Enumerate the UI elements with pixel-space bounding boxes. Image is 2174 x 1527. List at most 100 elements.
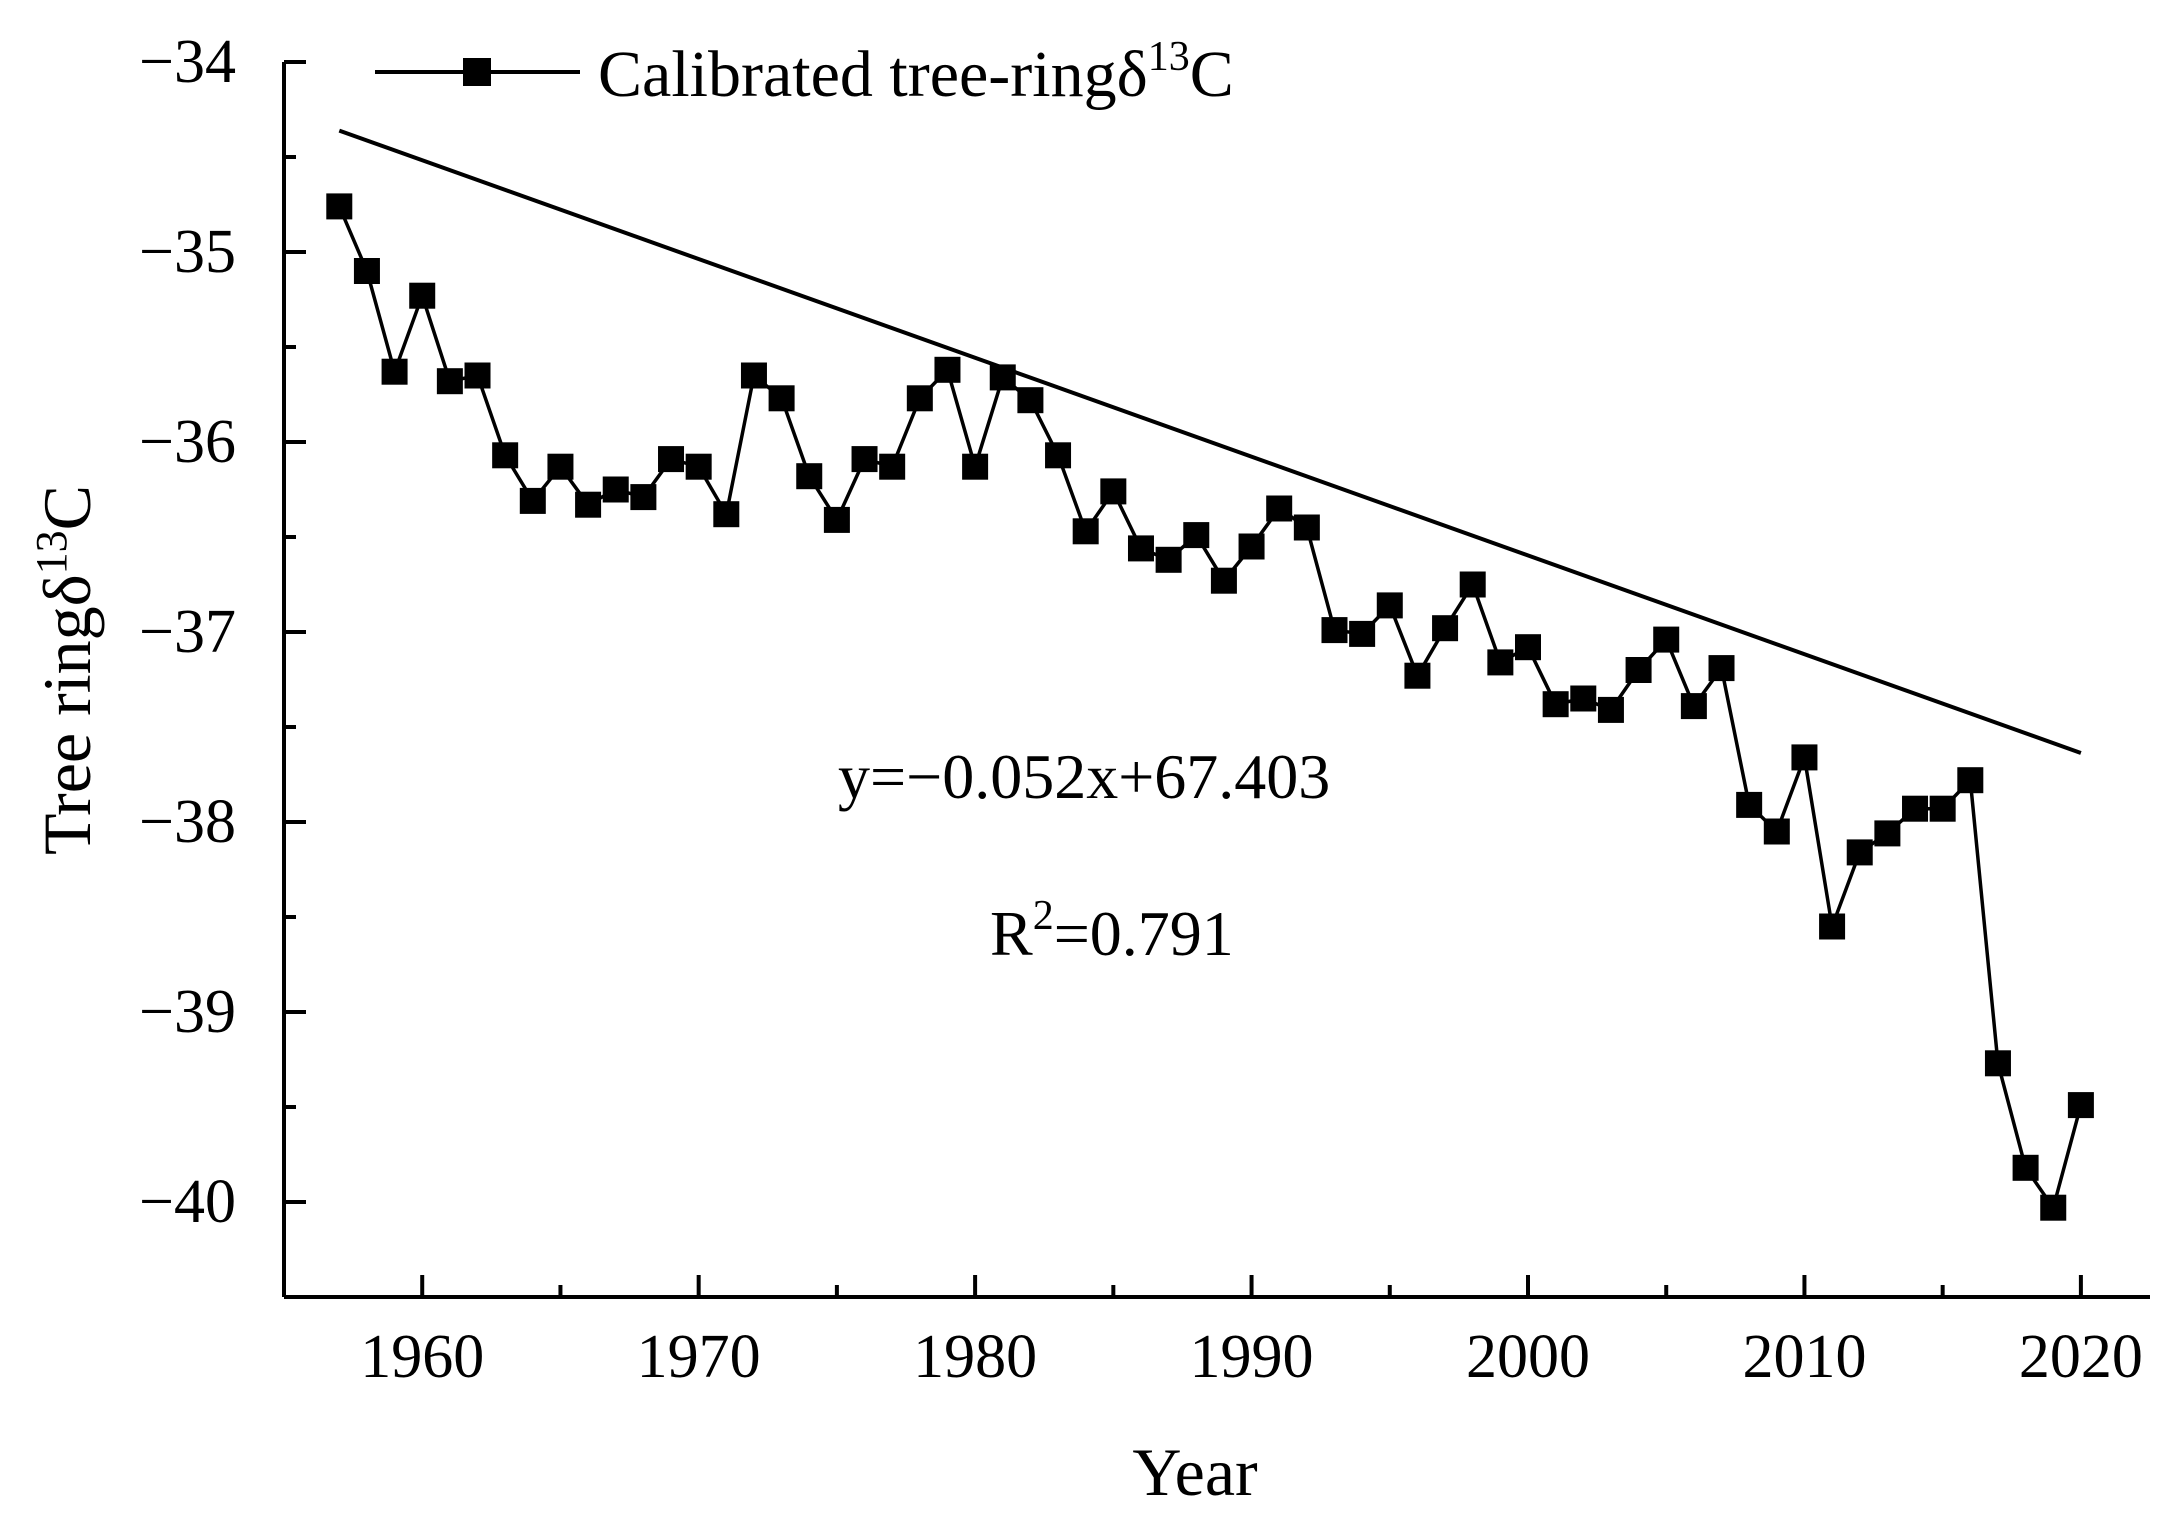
data-point-marker [547, 453, 574, 480]
trend-equation: y=−0.052x+67.403 [838, 741, 1330, 812]
data-point-marker [851, 446, 878, 473]
data-point-marker [1819, 913, 1846, 940]
data-point-marker [685, 453, 712, 480]
data-point-marker [1432, 615, 1459, 642]
r-squared-superscript: 2 [1033, 893, 1054, 939]
y-axis-title-prefix: Tree ring [29, 606, 105, 855]
series-line [337, 205, 2083, 1212]
x-tick-label: 1970 [637, 1323, 761, 1391]
data-point-marker [2067, 1092, 2094, 1119]
data-point-marker [1459, 571, 1486, 598]
data-point-marker [1653, 626, 1680, 653]
data-point-marker [823, 506, 850, 533]
data-point-marker [1376, 592, 1403, 619]
legend-label: Calibrated tree-ringδ13C [598, 34, 1234, 111]
data-point-marker [326, 193, 353, 220]
legend-marker [463, 58, 491, 86]
data-point-marker [1984, 1050, 2011, 1077]
data-point-marker [1542, 691, 1569, 718]
y-tick-label: −36 [139, 408, 236, 476]
legend-label-suffix: C [1190, 38, 1234, 111]
data-point-marker [1763, 818, 1790, 845]
x-tick-label: 2000 [1466, 1323, 1590, 1391]
data-point-marker [492, 442, 519, 469]
data-point-marker [1625, 657, 1652, 683]
data-point-marker [1791, 744, 1818, 771]
data-point-marker [989, 364, 1016, 391]
data-point-marker [1017, 387, 1044, 414]
data-point-marker [1957, 767, 1984, 794]
y-axis-title-superscript: 13 [27, 530, 76, 574]
x-tick-label: 2010 [1742, 1323, 1866, 1391]
data-point-marker [1708, 655, 1735, 682]
trendline [338, 128, 2082, 755]
data-point-marker [1570, 685, 1597, 712]
y-tick-label: −38 [139, 788, 236, 856]
data-point-marker [1155, 546, 1182, 573]
data-point-marker [519, 487, 546, 514]
data-point-marker [2012, 1154, 2039, 1181]
data-point-marker [658, 446, 685, 473]
data-point-marker [768, 385, 795, 412]
data-point-marker [1045, 442, 1072, 469]
x-axis-title: Year [1132, 1434, 1258, 1510]
data-point-marker [934, 356, 961, 383]
data-point-marker [1874, 820, 1901, 847]
data-point-marker [381, 358, 408, 385]
data-point-marker [740, 362, 767, 389]
data-point-marker [1929, 795, 1956, 822]
data-point-marker [409, 282, 436, 309]
data-point-marker [436, 368, 463, 395]
data-point-marker [1902, 795, 1929, 822]
data-point-marker [1266, 495, 1293, 522]
x-tick-label: 1980 [913, 1323, 1037, 1391]
data-point-marker [464, 362, 491, 389]
data-point-marker [879, 453, 906, 480]
x-axis-ticks: 1960 1970 1980 1990 2000 2010 2020 [282, 1275, 2143, 1391]
data-point-marker [353, 258, 380, 284]
x-tick-label: 1960 [360, 1323, 484, 1391]
data-point-marker [1238, 533, 1265, 560]
legend-label-delta: δ [1117, 38, 1148, 111]
data-point-marker [906, 385, 933, 412]
data-point-marker [1072, 518, 1099, 545]
y-axis-title-delta: δ [29, 574, 105, 606]
x-tick-label: 1990 [1190, 1323, 1314, 1391]
legend-label-prefix: Calibrated tree-ring [598, 38, 1117, 111]
data-point-marker [796, 463, 823, 490]
y-tick-label: −40 [139, 1168, 236, 1236]
y-tick-label: −39 [139, 978, 236, 1046]
data-point-marker [1321, 617, 1348, 644]
y-axis-ticks: −34 −35 −36 −37 −38 −39 −40 [139, 28, 306, 1299]
x-tick-label: 2020 [2019, 1323, 2143, 1391]
data-point-marker [2040, 1194, 2067, 1221]
data-point-marker [1100, 478, 1127, 505]
r-squared-value: =0.791 [1054, 898, 1234, 969]
data-point-marker [962, 453, 989, 480]
data-point-marker [1487, 649, 1514, 676]
y-tick-label: −35 [139, 218, 236, 286]
r-squared-base: R [990, 898, 1033, 969]
y-tick-label: −37 [139, 598, 236, 666]
data-point-marker [1183, 522, 1210, 549]
data-point-marker [713, 501, 740, 528]
data-point-marker [1515, 634, 1541, 661]
data-point-marker [1404, 662, 1431, 689]
r-squared: R2=0.791 [990, 893, 1234, 969]
y-axis-title: Tree ringδ13C [27, 485, 105, 855]
y-axis-title-suffix: C [29, 485, 105, 530]
data-point-marker [1127, 535, 1154, 562]
trendline-group [338, 128, 2082, 755]
legend: Calibrated tree-ringδ13C [375, 34, 1234, 111]
data-point-marker [1293, 514, 1320, 541]
data-point-marker [1597, 696, 1624, 723]
data-point-marker [1349, 620, 1376, 647]
data-point-marker [630, 484, 657, 511]
data-point-marker [1210, 567, 1237, 594]
data-point-marker [602, 476, 629, 503]
data-point-marker [1846, 839, 1873, 866]
data-point-marker [1680, 693, 1707, 720]
data-point-marker [575, 491, 602, 518]
data-point-marker [1736, 791, 1763, 818]
